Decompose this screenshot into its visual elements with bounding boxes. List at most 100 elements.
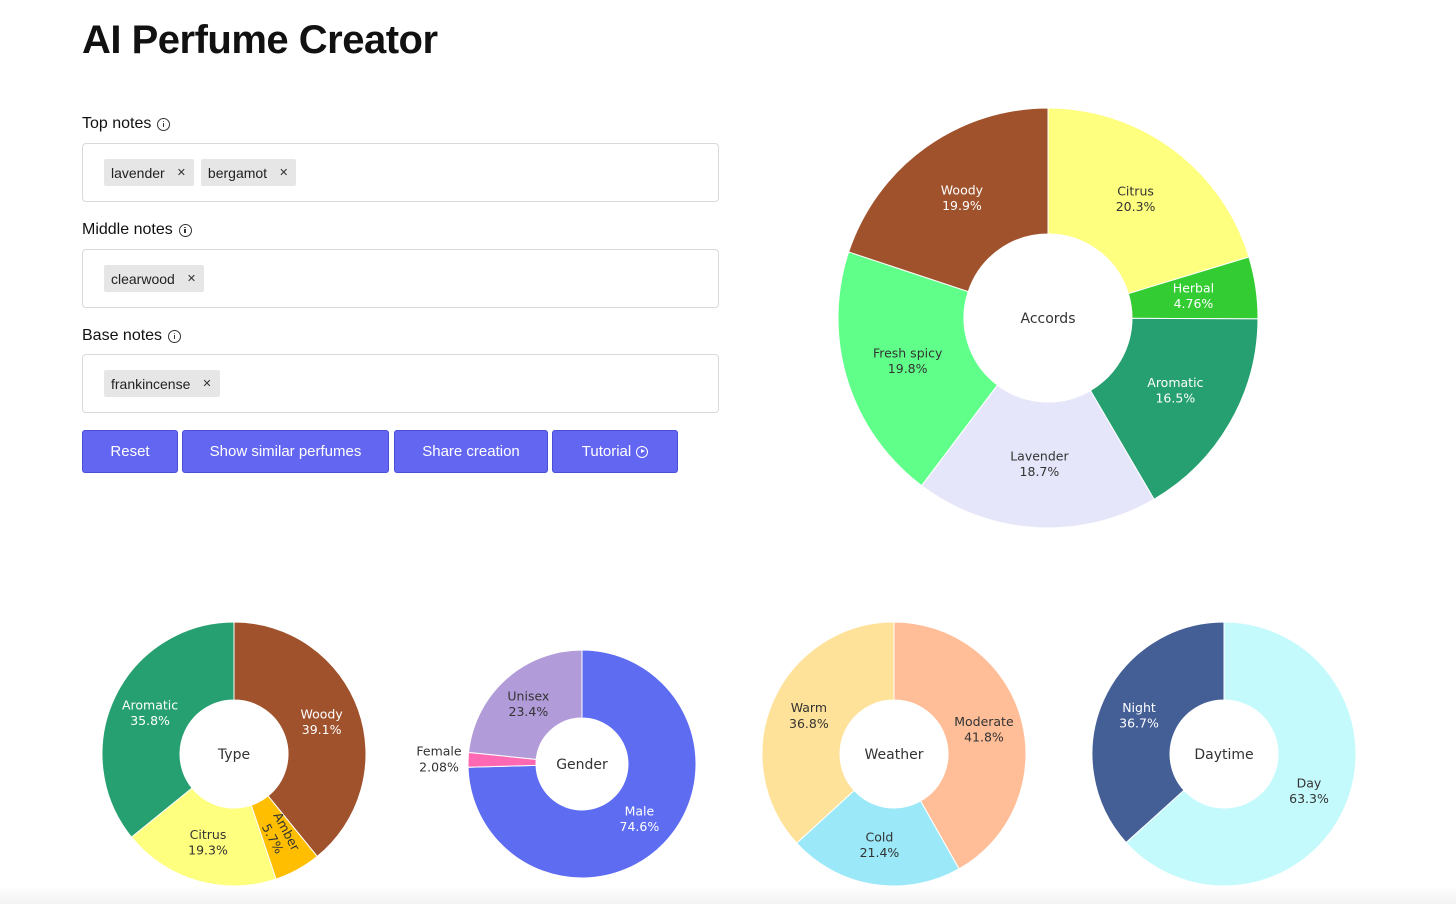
info-icon[interactable] bbox=[157, 117, 171, 131]
slice-label-lavender: Lavender 18.7% bbox=[1010, 448, 1069, 479]
tutorial-button[interactable]: Tutorial bbox=[552, 430, 678, 473]
slice-percent: 36.8% bbox=[789, 716, 829, 731]
slice-name: Cold bbox=[866, 829, 894, 844]
slice-male[interactable] bbox=[467, 649, 697, 879]
share-creation-button[interactable]: Share creation bbox=[394, 430, 548, 473]
slice-aromatic[interactable] bbox=[101, 621, 235, 838]
slice-label-aromatic: Aromatic 35.8% bbox=[122, 698, 178, 729]
base-notes-label: Base notes bbox=[82, 327, 182, 345]
slice-percent: 36.7% bbox=[1119, 716, 1159, 731]
tag-label: frankincense bbox=[111, 375, 191, 392]
slice-label-female: Female 2.08% bbox=[416, 744, 462, 775]
gender-center-label: Gender bbox=[556, 757, 608, 773]
slice-label-day: Day 63.3% bbox=[1289, 775, 1329, 806]
type-center-label: Type bbox=[217, 747, 250, 763]
slice-label-male: Male 74.6% bbox=[620, 803, 660, 834]
page-title: AI Perfume Creator bbox=[82, 18, 438, 62]
slice-name: Woody bbox=[941, 182, 984, 197]
play-circle-icon bbox=[636, 445, 649, 458]
slice-label-night: Night 36.7% bbox=[1119, 700, 1159, 731]
slice-percent: 19.8% bbox=[888, 361, 928, 376]
tutorial-button-label: Tutorial bbox=[581, 443, 632, 460]
slice-name: Citrus bbox=[190, 827, 227, 842]
slice-name: Herbal bbox=[1173, 280, 1214, 295]
slice-percent: 41.8% bbox=[964, 730, 1004, 745]
remove-tag-icon[interactable]: ✕ bbox=[176, 167, 186, 179]
slice-day[interactable] bbox=[1125, 621, 1357, 887]
slice-night[interactable] bbox=[1091, 621, 1225, 844]
tag-label: clearwood bbox=[111, 270, 175, 287]
slice-label-fresh-spicy: Fresh spicy 19.8% bbox=[873, 345, 943, 376]
slice-label-moderate: Moderate 41.8% bbox=[954, 714, 1014, 745]
middle-notes-input[interactable]: clearwood ✕ bbox=[82, 249, 719, 308]
slice-citrus[interactable] bbox=[130, 787, 277, 887]
slice-percent: 20.3% bbox=[1116, 199, 1156, 214]
slice-percent: 16.5% bbox=[1155, 391, 1195, 406]
remove-tag-icon[interactable]: ✕ bbox=[279, 167, 289, 179]
slice-name: Warm bbox=[791, 700, 827, 715]
slice-name: Moderate bbox=[954, 714, 1014, 729]
middle-notes-label: Middle notes bbox=[82, 221, 192, 239]
slice-name: Woody bbox=[301, 707, 344, 722]
slice-name: Night bbox=[1122, 700, 1156, 715]
reset-button[interactable]: Reset bbox=[82, 430, 178, 473]
remove-tag-icon[interactable]: ✕ bbox=[202, 378, 212, 390]
slice-moderate[interactable] bbox=[893, 621, 1027, 870]
accords-center-label: Accords bbox=[1021, 311, 1076, 327]
base-notes-input[interactable]: frankincense ✕ bbox=[82, 354, 719, 413]
tag-chip: bergamot ✕ bbox=[200, 159, 297, 186]
slice-percent: 23.4% bbox=[509, 704, 549, 719]
slice-name: Unisex bbox=[507, 688, 549, 703]
slice-name: Fresh spicy bbox=[873, 345, 943, 360]
accords-donut-chart: Citrus 20.3% Herbal 4.76% Aromatic 16.5% Laven… bbox=[837, 107, 1259, 529]
slice-percent: 63.3% bbox=[1289, 791, 1329, 806]
slice-label-aromatic: Aromatic 16.5% bbox=[1147, 375, 1203, 406]
tag-chip: frankincense ✕ bbox=[104, 370, 220, 397]
slice-citrus[interactable] bbox=[1047, 107, 1250, 295]
slice-percent: 19.3% bbox=[188, 843, 228, 858]
slice-warm[interactable] bbox=[761, 621, 895, 844]
info-icon[interactable] bbox=[168, 329, 182, 343]
daytime-center-label: Daytime bbox=[1194, 747, 1253, 763]
top-notes-label: Top notes bbox=[82, 115, 171, 133]
top-notes-input[interactable]: lavender ✕ bergamot ✕ bbox=[82, 143, 719, 202]
slice-label-citrus: Citrus 19.3% bbox=[188, 827, 228, 858]
slice-percent: 74.6% bbox=[620, 819, 660, 834]
slice-lavender[interactable] bbox=[920, 384, 1155, 529]
remove-tag-icon[interactable]: ✕ bbox=[186, 273, 197, 285]
slice-percent: 4.76% bbox=[1174, 296, 1214, 311]
slice-label-woody: Woody 39.1% bbox=[301, 707, 344, 738]
slice-percent: 2.08% bbox=[419, 759, 459, 774]
info-icon[interactable] bbox=[178, 223, 192, 237]
weather-donut-chart: Moderate 41.8% Cold 21.4% Warm 36.8% Weather bbox=[761, 621, 1027, 887]
tag-label: lavender bbox=[111, 164, 165, 181]
slice-label-herbal: Herbal 4.76% bbox=[1173, 280, 1214, 311]
slice-label-unisex: Unisex 23.4% bbox=[507, 688, 549, 719]
slice-label-warm: Warm 36.8% bbox=[789, 700, 829, 731]
tag-chip: clearwood ✕ bbox=[104, 265, 205, 292]
slice-percent: 35.8% bbox=[130, 713, 170, 728]
slice-woody[interactable] bbox=[233, 621, 367, 858]
slice-label-woody: Woody 19.9% bbox=[941, 182, 984, 213]
base-notes-label-text: Base notes bbox=[82, 327, 163, 344]
slice-percent: 39.1% bbox=[302, 722, 342, 737]
slice-aromatic[interactable] bbox=[1089, 317, 1259, 500]
show-similar-perfumes-button[interactable]: Show similar perfumes bbox=[182, 430, 389, 473]
middle-notes-label-text: Middle notes bbox=[82, 221, 173, 238]
slice-unisex[interactable] bbox=[468, 649, 583, 760]
slice-name: Lavender bbox=[1010, 448, 1069, 463]
slice-name: Citrus bbox=[1117, 184, 1154, 199]
tag-chip: lavender ✕ bbox=[104, 159, 194, 186]
slice-percent: 19.9% bbox=[942, 198, 982, 213]
slice-cold[interactable] bbox=[795, 789, 960, 887]
gender-donut-chart: Male 74.6% Female 2.08% Unisex 23.4% Gender bbox=[416, 649, 697, 879]
slice-percent: 18.7% bbox=[1020, 464, 1060, 479]
type-donut-chart: Woody 39.1%Amber5.7%Citrus 19.3%Aromatic 35… bbox=[101, 621, 367, 887]
slice-name: Aromatic bbox=[122, 698, 178, 713]
slice-label-citrus: Citrus 20.3% bbox=[1116, 184, 1156, 215]
slice-woody[interactable] bbox=[848, 107, 1049, 293]
slice-name: Aromatic bbox=[1147, 375, 1203, 390]
slice-percent: 21.4% bbox=[860, 845, 900, 860]
slice-fresh-spicy[interactable] bbox=[837, 251, 999, 487]
